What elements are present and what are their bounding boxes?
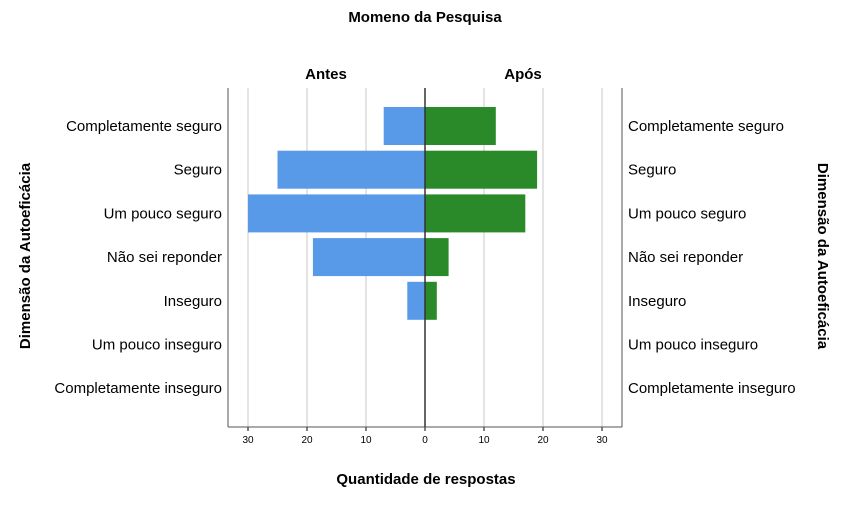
category-label-left: Completamente inseguro [54,380,222,397]
bar-apos [425,238,449,277]
bar-apos [425,194,526,233]
right-panel-title: Após [504,66,542,83]
category-label-left: Completamente seguro [66,118,222,135]
tick-label: 10 [478,435,490,446]
category-label-left: Seguro [174,162,222,179]
bar-apos [425,150,538,189]
tick-label: 20 [537,435,549,446]
y-axis-title-left: Dimensão da Autoeficácia [17,162,34,349]
category-label-left: Um pouco seguro [104,205,222,222]
bar-antes [277,150,425,189]
left-panel-title: Antes [305,66,347,83]
category-label-left: Um pouco inseguro [92,337,222,354]
category-label-right: Inseguro [628,293,686,310]
chart-title: Momeno da Pesquisa [348,9,502,26]
category-label-right: Um pouco inseguro [628,337,758,354]
category-label-right: Completamente inseguro [628,380,796,397]
bar-antes [407,281,425,320]
bar-layer [248,107,538,320]
axis-layer [227,88,623,431]
bar-apos [425,281,437,320]
bar-antes [312,238,425,277]
y-axis-title-right: Dimensão da Autoeficácia [814,163,831,350]
category-label-right: Completamente seguro [628,118,784,135]
category-label-left: Não sei reponder [107,249,222,266]
tick-label: 0 [422,435,428,446]
bar-apos [425,107,496,145]
tick-label: 20 [301,435,313,446]
tick-label: 30 [596,435,608,446]
bar-antes [383,107,425,145]
tick-label: 10 [360,435,372,446]
category-label-right: Seguro [628,162,676,179]
x-axis-title: Quantidade de respostas [336,471,515,488]
label-layer: 30 20 10 0 10 20 30 Completamente seguro Complet… [54,118,795,446]
tick-label: 30 [242,435,254,446]
bar-antes [248,194,425,233]
category-label-left: Inseguro [164,293,222,310]
category-label-right: Não sei reponder [628,249,743,266]
category-label-right: Um pouco seguro [628,205,746,222]
